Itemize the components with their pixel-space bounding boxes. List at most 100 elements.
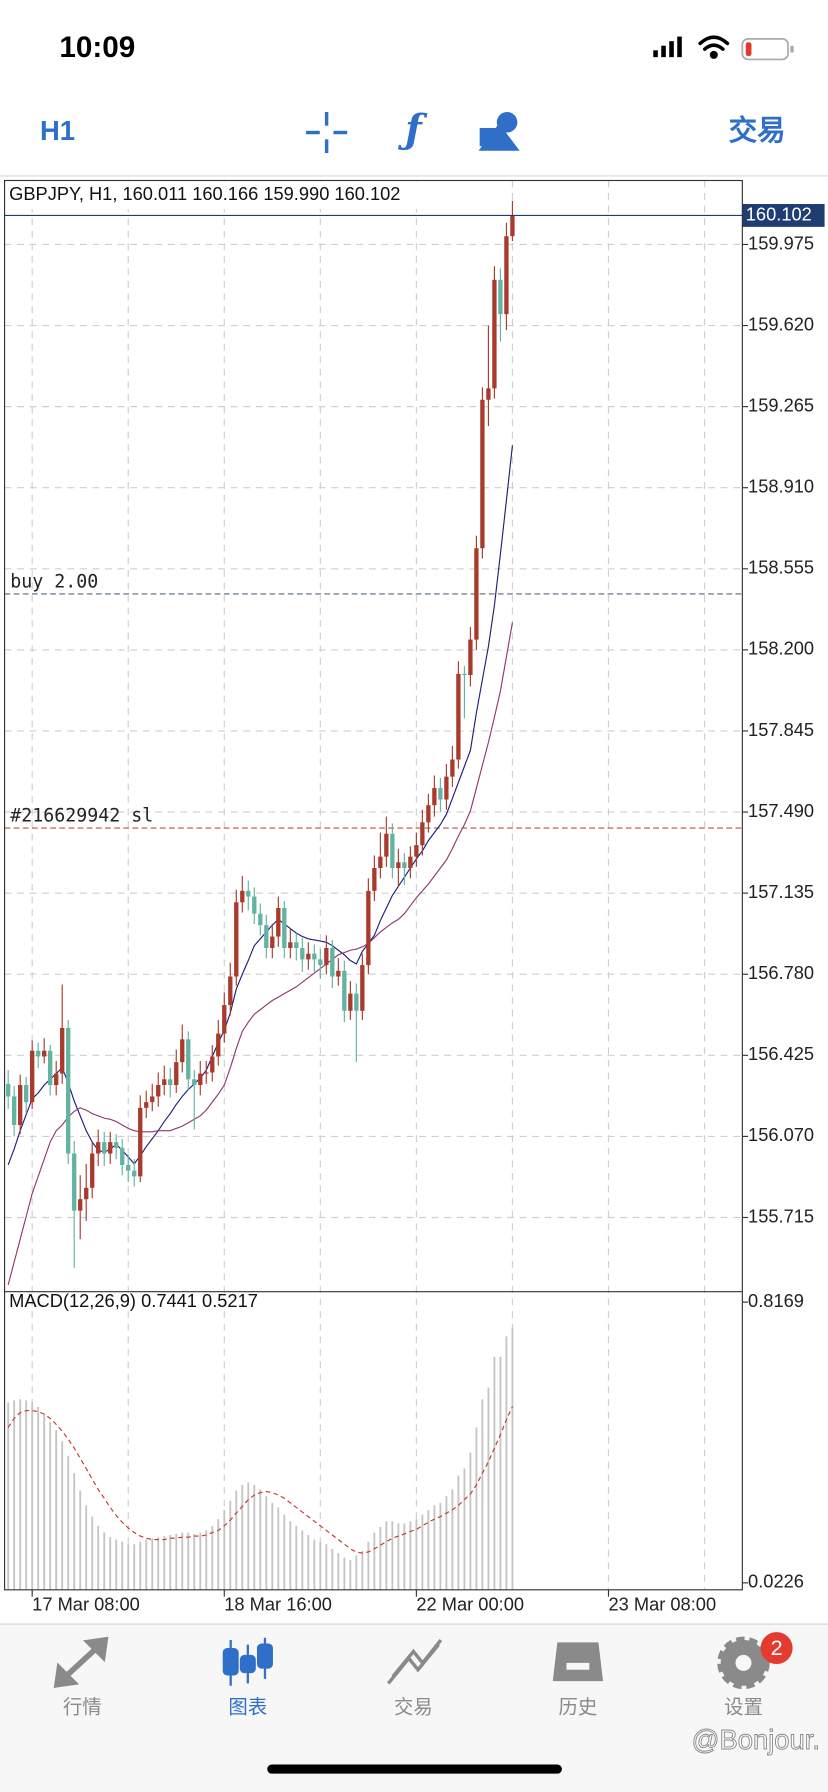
tab-label[interactable]: 图表: [228, 1697, 267, 1719]
macd-bar: [259, 1489, 262, 1590]
macd-bar: [73, 1473, 76, 1590]
candle-body: [354, 993, 359, 1011]
macd-bar: [241, 1484, 244, 1590]
tab-label[interactable]: 设置: [724, 1697, 763, 1719]
macd-bar: [511, 1327, 514, 1590]
candle-body: [510, 215, 515, 237]
candle-body: [198, 1073, 203, 1086]
y-tick-label: 157.135: [748, 881, 814, 902]
y-tick-label: 156.070: [748, 1124, 814, 1145]
macd-bar: [55, 1430, 58, 1590]
candle-body: [108, 1142, 113, 1154]
x-tick-label: 17 Mar 08:00: [32, 1594, 140, 1615]
macd-bar: [373, 1532, 376, 1590]
candle-body: [378, 856, 383, 869]
macd-bar: [43, 1414, 46, 1590]
candle-body: [504, 236, 509, 315]
chart-icon[interactable]: [222, 1637, 273, 1686]
macd-bar: [301, 1530, 304, 1590]
y-tick-label: 156.425: [748, 1043, 814, 1064]
badge: [760, 1632, 793, 1665]
macd-bar: [49, 1421, 52, 1590]
y-tick-label: 0.8169: [748, 1290, 804, 1311]
macd-bar: [433, 1505, 436, 1590]
candle-body: [180, 1039, 185, 1063]
macd-bar: [61, 1441, 64, 1590]
watermark: @Bonjour.: [692, 1724, 820, 1755]
crosshair-button[interactable]: [306, 111, 348, 154]
candle-body: [450, 759, 455, 777]
macd-bar: [487, 1387, 490, 1590]
title-backdrop: [5, 181, 440, 210]
settings-icon[interactable]: 2: [717, 1632, 793, 1690]
candle-body: [330, 947, 335, 977]
candle-body: [210, 1056, 215, 1073]
macd-bar: [343, 1557, 346, 1590]
macd-bar: [403, 1523, 406, 1590]
macd-bar: [121, 1541, 124, 1590]
trade-icon[interactable]: [386, 1638, 443, 1685]
history-icon[interactable]: [552, 1642, 604, 1682]
macd-bar: [115, 1539, 118, 1590]
macd-bar: [205, 1530, 208, 1590]
macd-bar: [175, 1533, 178, 1590]
candle-body: [258, 913, 263, 926]
macd-bar: [415, 1519, 418, 1590]
macd-bar: [319, 1541, 322, 1590]
macd-bar: [37, 1407, 40, 1590]
candle-body: [222, 1005, 227, 1034]
candle-body: [282, 907, 287, 948]
candle-body: [360, 965, 365, 1011]
macd-bar: [271, 1502, 274, 1590]
candle-body: [312, 953, 317, 960]
tab-label[interactable]: 行情: [63, 1697, 102, 1719]
y-tick-label: 158.555: [748, 557, 814, 578]
candle-body: [414, 845, 419, 857]
order-label: buy 2.00: [10, 572, 98, 593]
chart-frame: [3, 179, 743, 1591]
candle-body: [438, 788, 443, 800]
candle-body: [168, 1079, 173, 1086]
order-label: #216629942 sl: [10, 806, 153, 827]
indicators-button[interactable]: ƒ: [397, 108, 428, 153]
candle-body: [78, 1199, 83, 1211]
macd-bar: [235, 1490, 238, 1590]
candle-body: [216, 1033, 221, 1057]
objects-button[interactable]: [478, 111, 520, 151]
candle-body: [36, 1050, 41, 1057]
candle-body: [48, 1050, 53, 1086]
candle-body: [480, 399, 485, 549]
candle-body: [444, 776, 449, 800]
quotes-icon[interactable]: [53, 1636, 109, 1688]
price-plot: [4, 200, 743, 1286]
timeframe-button[interactable]: H1: [40, 115, 75, 146]
macd-bar: [109, 1537, 112, 1590]
candle-body: [264, 925, 269, 948]
price-tag: [742, 204, 825, 227]
candle-body: [240, 890, 245, 903]
macd-bar: [349, 1560, 352, 1590]
candle-body: [294, 942, 299, 948]
candle-body: [390, 833, 395, 869]
macd-bar: [127, 1544, 130, 1590]
status-time: 10:09: [59, 31, 135, 64]
tab-label[interactable]: 历史: [558, 1697, 597, 1719]
trade-button[interactable]: 交易: [729, 114, 786, 147]
macd-bar: [253, 1484, 256, 1590]
macd-bar: [181, 1532, 184, 1590]
candle-body: [288, 942, 293, 948]
macd-bar: [289, 1521, 292, 1590]
candle-body: [72, 1153, 77, 1211]
macd-bar: [79, 1490, 82, 1590]
macd-title: MACD(12,26,9) 0.7441 0.5217: [9, 1290, 258, 1311]
macd-bar: [469, 1452, 472, 1590]
macd-bar: [139, 1541, 142, 1590]
macd-bar: [265, 1496, 268, 1590]
candle-body: [384, 833, 389, 857]
macd-bar: [187, 1532, 190, 1590]
macd-bar: [229, 1500, 232, 1590]
tab-label[interactable]: 交易: [394, 1697, 433, 1719]
macd-bar: [367, 1541, 370, 1590]
y-tick-label: 156.780: [748, 962, 814, 983]
